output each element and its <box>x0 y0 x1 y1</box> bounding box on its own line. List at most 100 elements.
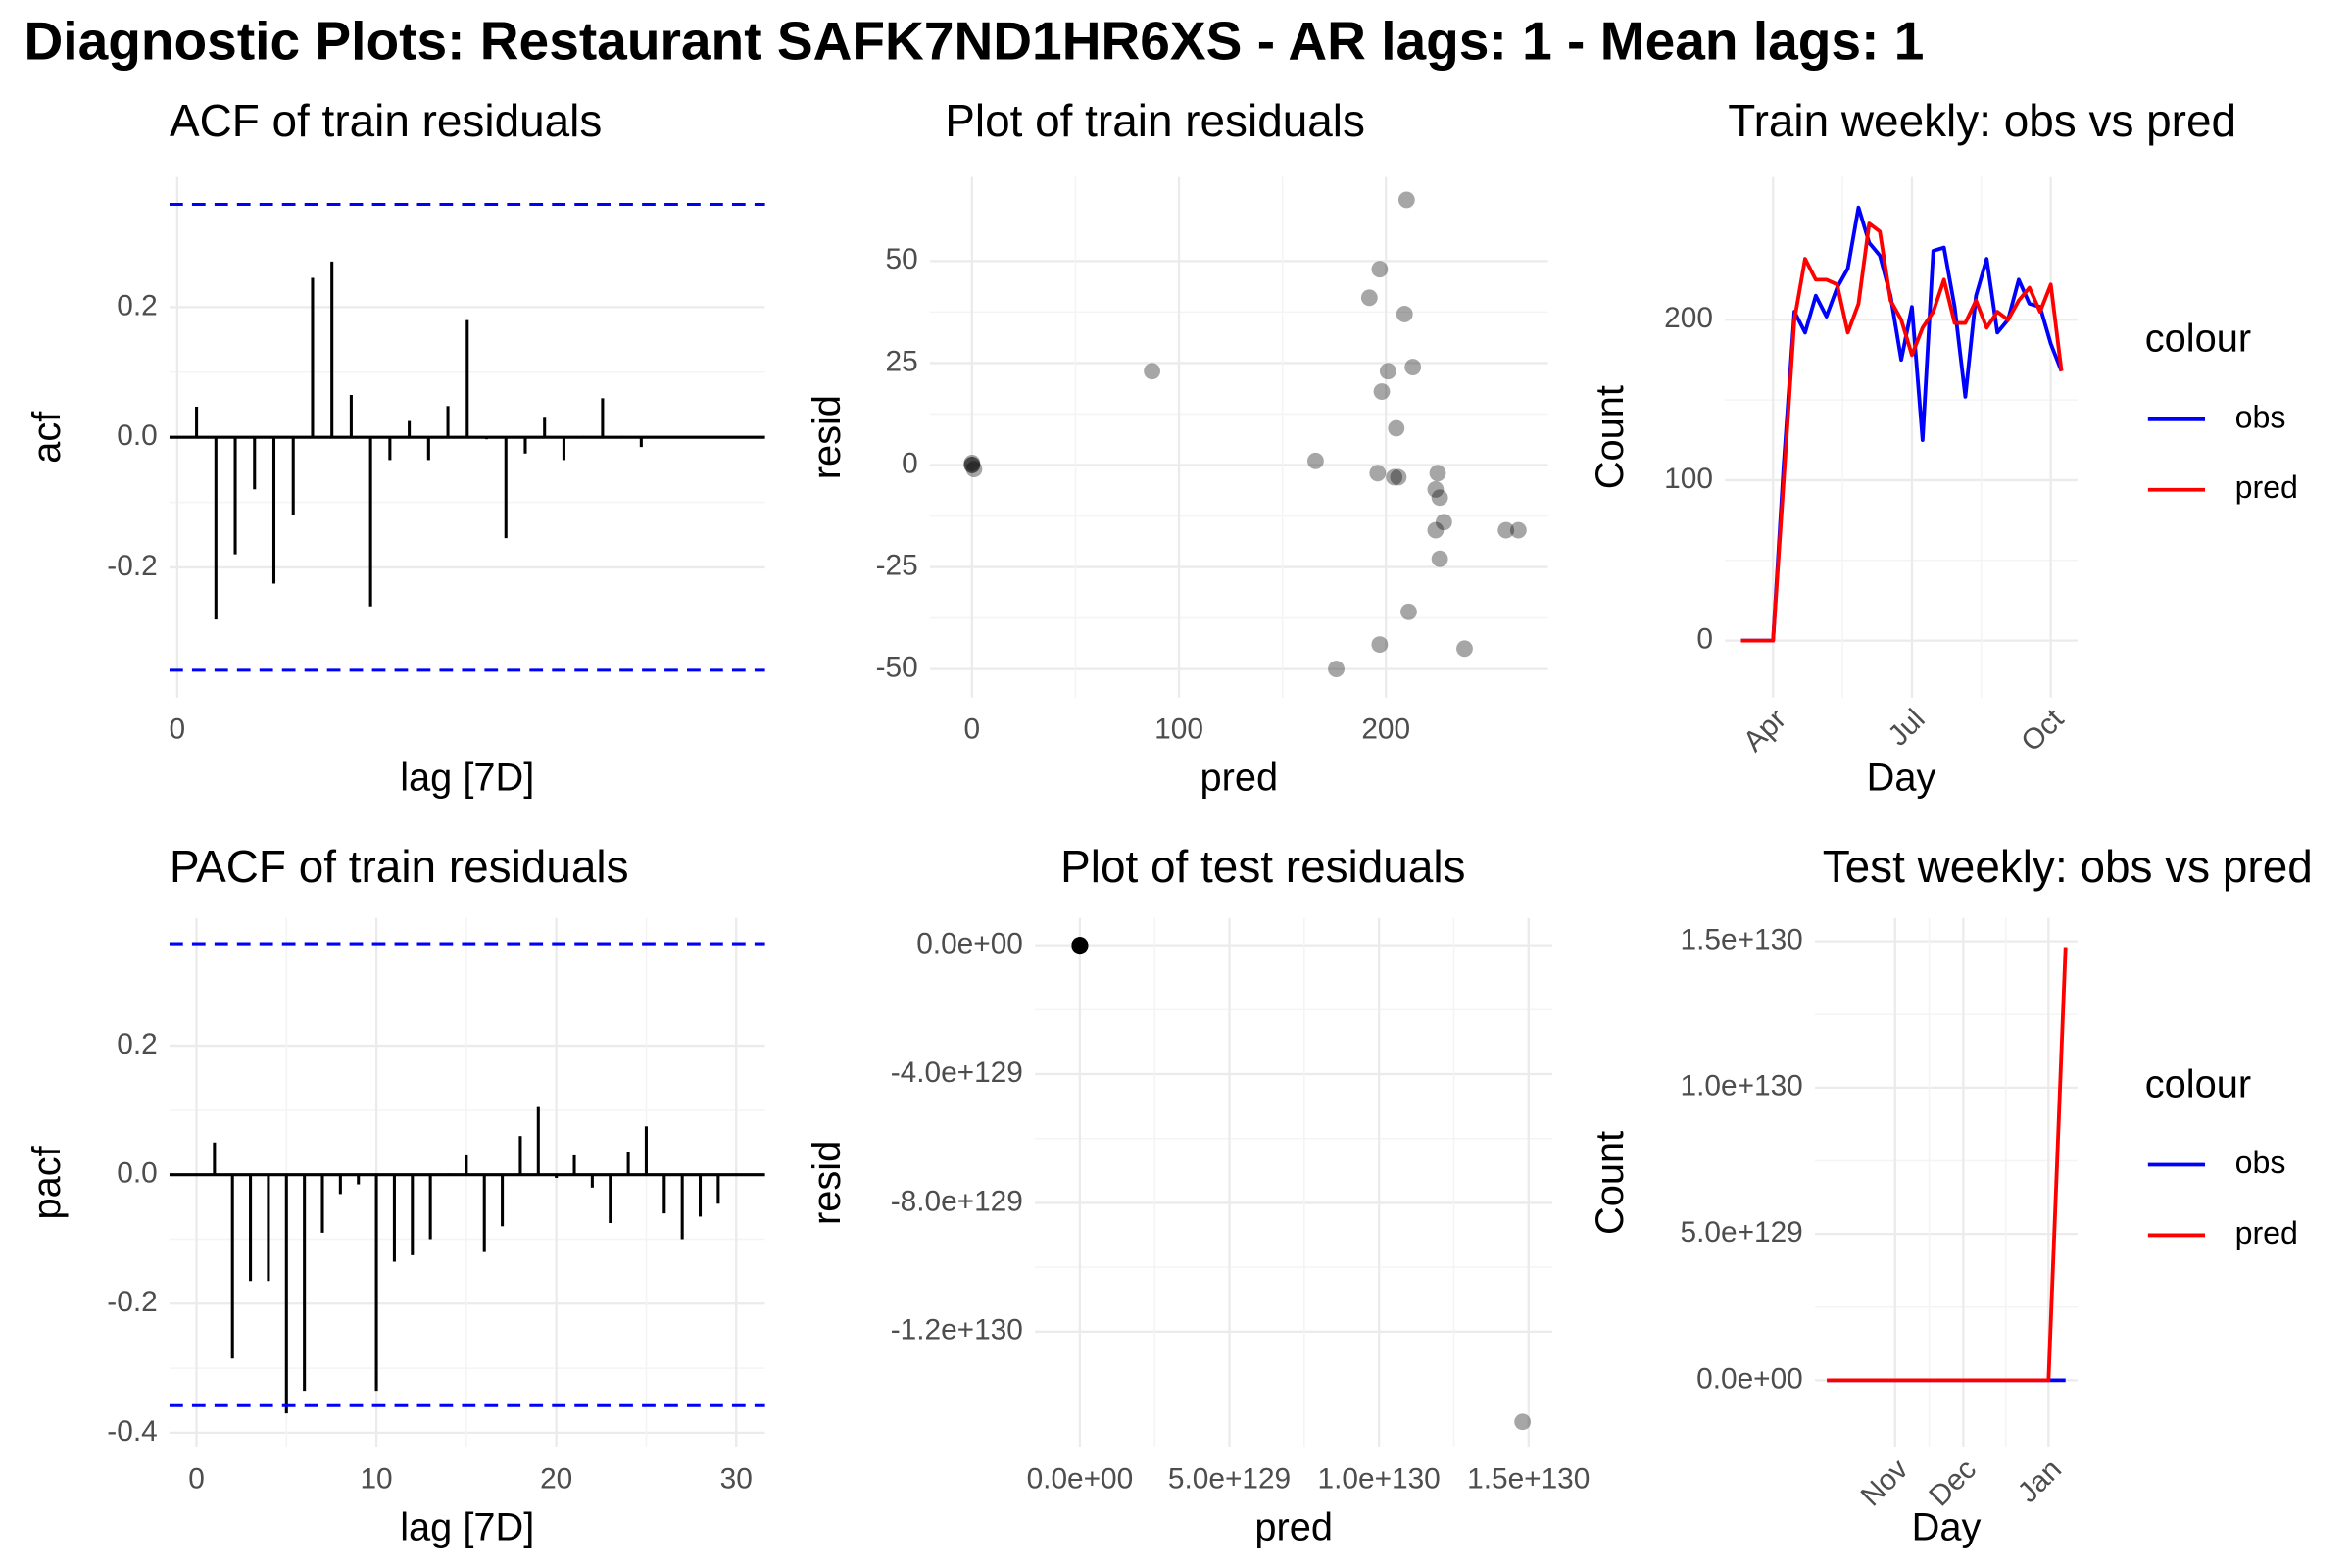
x-tick-label: 1.0e+130 <box>1318 1463 1441 1495</box>
x-axis-title: pred <box>1254 1506 1333 1549</box>
panel-title: Plot of train residuals <box>945 95 1365 146</box>
point <box>1390 468 1407 486</box>
y-tick-label: -25 <box>876 549 918 581</box>
y-axis-title: Count <box>1589 1131 1632 1235</box>
y-tick-label: -0.2 <box>107 1286 157 1318</box>
y-tick-label: -1.2e+130 <box>891 1314 1023 1347</box>
point <box>1400 603 1417 620</box>
x-tick-label: 0 <box>170 712 186 745</box>
x-tick-label: 100 <box>1154 712 1203 745</box>
point <box>1369 465 1387 482</box>
x-tick-label: 5.0e+129 <box>1168 1463 1291 1495</box>
point <box>1071 937 1089 955</box>
point <box>963 457 981 473</box>
y-axis-title: pacf <box>25 1145 69 1219</box>
point <box>1497 521 1515 539</box>
x-axis-title: Day <box>1912 1506 1982 1549</box>
point <box>1071 937 1089 955</box>
y-tick-label: 0.0 <box>117 419 157 452</box>
point <box>1427 481 1445 498</box>
x-axis-title: lag [7D] <box>400 756 534 799</box>
legend-label: pred <box>2235 1215 2298 1250</box>
point <box>1307 452 1324 469</box>
point <box>1071 937 1089 955</box>
panel-title: Plot of test residuals <box>1060 841 1465 892</box>
point <box>1456 640 1473 658</box>
point <box>963 454 981 471</box>
x-tick-label: 0 <box>964 712 981 745</box>
x-tick-label: 200 <box>1361 712 1410 745</box>
point <box>1431 550 1448 567</box>
series-line <box>1827 947 2068 1383</box>
panel-title: PACF of train residuals <box>170 841 629 892</box>
point <box>1379 363 1396 380</box>
point <box>963 457 981 473</box>
legend-title: colour <box>2145 318 2251 361</box>
x-tick-label: 0.0e+00 <box>1027 1463 1134 1495</box>
y-axis-title: Count <box>1589 385 1632 489</box>
x-tick-label: Oct <box>2015 703 2071 759</box>
y-tick-label: -8.0e+129 <box>891 1185 1023 1217</box>
point <box>1144 363 1161 380</box>
point <box>1386 468 1403 486</box>
point <box>1431 489 1448 507</box>
panel-title: Train weekly: obs vs pred <box>1728 95 2236 146</box>
point <box>965 461 983 478</box>
x-axis-title: lag [7D] <box>400 1506 534 1549</box>
panel-title: Test weekly: obs vs pred <box>1823 841 2313 892</box>
x-axis-title: Day <box>1867 756 1936 799</box>
legend-title: colour <box>2145 1062 2251 1105</box>
y-tick-label: 25 <box>886 345 918 377</box>
legend-label: obs <box>2235 399 2286 434</box>
x-tick-label: 10 <box>360 1463 392 1495</box>
legend-label: pred <box>2235 469 2298 505</box>
y-tick-label: 0.0e+00 <box>1696 1362 1803 1395</box>
y-tick-label: 50 <box>886 243 918 275</box>
point <box>1071 937 1089 955</box>
x-tick-label: 0 <box>188 1463 205 1495</box>
y-tick-label: 0.2 <box>117 1028 157 1060</box>
y-axis-title: acf <box>25 411 69 464</box>
series-line <box>1740 221 2064 643</box>
point <box>1404 359 1422 376</box>
point <box>1071 937 1089 955</box>
panel-title: ACF of train residuals <box>170 95 602 146</box>
point <box>1071 937 1089 955</box>
y-tick-label: -0.4 <box>107 1415 157 1447</box>
figure-title: Diagnostic Plots: Restaurant SAFK7ND1HR6… <box>24 10 1924 71</box>
y-axis-title: resid <box>806 1141 849 1225</box>
x-tick-label: 20 <box>540 1463 572 1495</box>
y-axis-title: resid <box>806 395 849 479</box>
x-tick-label: Jul <box>1882 703 1931 752</box>
y-tick-label: 0.0e+00 <box>916 928 1023 960</box>
point <box>1328 661 1345 678</box>
point <box>1371 261 1389 278</box>
x-tick-label: Apr <box>1738 703 1792 758</box>
point <box>1371 636 1389 654</box>
y-tick-label: -0.2 <box>107 550 157 582</box>
point <box>1396 306 1413 322</box>
x-tick-label: Nov <box>1855 1453 1915 1513</box>
point <box>1071 937 1089 955</box>
point <box>1071 937 1089 955</box>
point <box>1071 937 1089 955</box>
point <box>1071 937 1089 955</box>
point <box>1071 937 1089 955</box>
y-tick-label: 0 <box>1696 623 1713 656</box>
y-tick-label: 5.0e+129 <box>1681 1216 1803 1249</box>
y-tick-label: 100 <box>1664 463 1713 495</box>
x-tick-label: 1.5e+130 <box>1467 1463 1590 1495</box>
x-tick-label: Jan <box>2012 1453 2068 1509</box>
x-tick-label: Dec <box>1923 1453 1983 1513</box>
y-tick-label: 0.0 <box>117 1157 157 1190</box>
y-tick-label: -50 <box>876 651 918 683</box>
y-tick-label: 0 <box>902 447 918 479</box>
y-tick-label: 200 <box>1664 302 1713 334</box>
point <box>1388 419 1405 437</box>
legend-label: obs <box>2235 1145 2286 1180</box>
point <box>1360 289 1378 307</box>
x-tick-label: 30 <box>720 1463 753 1495</box>
point <box>1429 465 1446 482</box>
point <box>1071 937 1089 955</box>
